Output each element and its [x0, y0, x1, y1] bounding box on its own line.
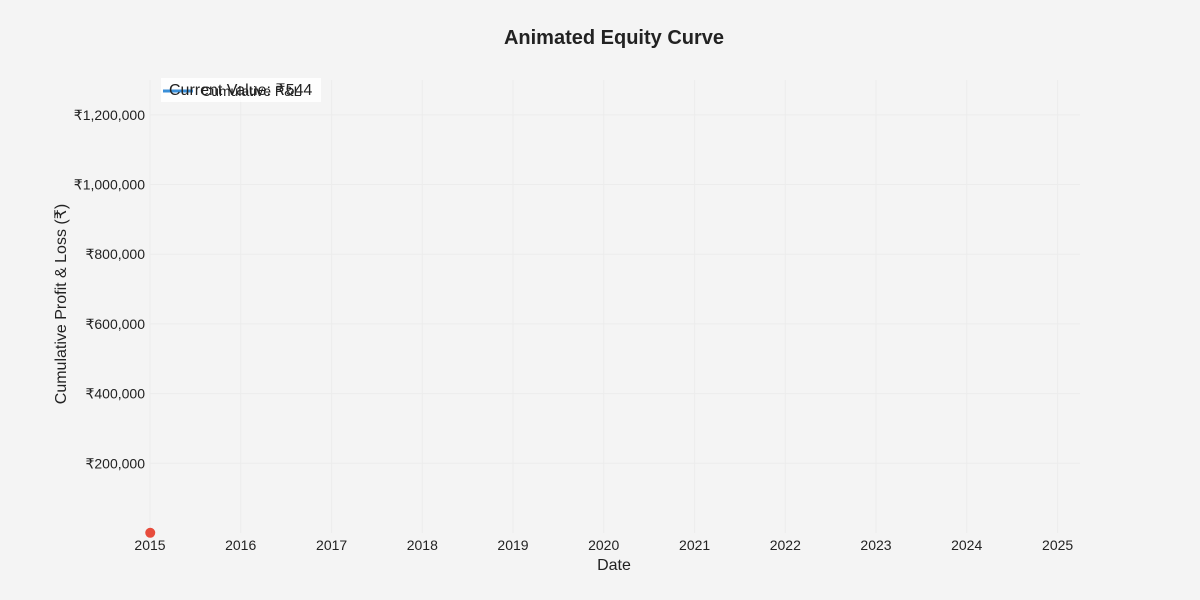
x-tick-label: 2025: [1042, 537, 1073, 553]
legend-label-cumulative-pl: Cumulative P&L: [201, 83, 302, 99]
x-axis-ticks: 2015 2016 2017 2018 2019 2020 2021 2022 2023 2024…: [134, 537, 1073, 553]
series-layer: [145, 527, 156, 538]
x-tick-label: 2016: [225, 537, 256, 553]
grid: [149, 80, 1080, 533]
x-tick-label: 2015: [134, 537, 165, 553]
x-axis-label: Date: [597, 557, 631, 574]
y-tick-label: ₹1,000,000: [74, 177, 145, 193]
y-tick-label: ₹800,000: [85, 246, 145, 262]
x-tick-label: 2017: [316, 537, 347, 553]
x-tick-label: 2024: [951, 537, 982, 553]
y-axis-ticks: ₹200,000 ₹400,000 ₹600,000 ₹800,000 ₹1,000,0…: [74, 107, 145, 471]
y-tick-label: ₹1,200,000: [74, 107, 145, 123]
y-tick-label: ₹200,000: [85, 455, 145, 471]
x-tick-label: 2021: [679, 537, 710, 553]
current-value-marker: [145, 527, 156, 538]
y-axis-label: Cumulative Profit & Loss (₹): [53, 204, 70, 404]
y-tick-label: ₹400,000: [85, 386, 145, 402]
x-tick-label: 2023: [860, 537, 891, 553]
x-tick-label: 2018: [407, 537, 438, 553]
current-value-annotation: Current Value: ₹544: [169, 82, 312, 99]
x-tick-label: 2020: [588, 537, 619, 553]
legend: Cumulative P&L: [161, 78, 321, 102]
x-tick-label: 2022: [770, 537, 801, 553]
y-tick-label: ₹600,000: [85, 316, 145, 332]
chart-title: Animated Equity Curve: [504, 27, 724, 49]
x-tick-label: 2019: [497, 537, 528, 553]
